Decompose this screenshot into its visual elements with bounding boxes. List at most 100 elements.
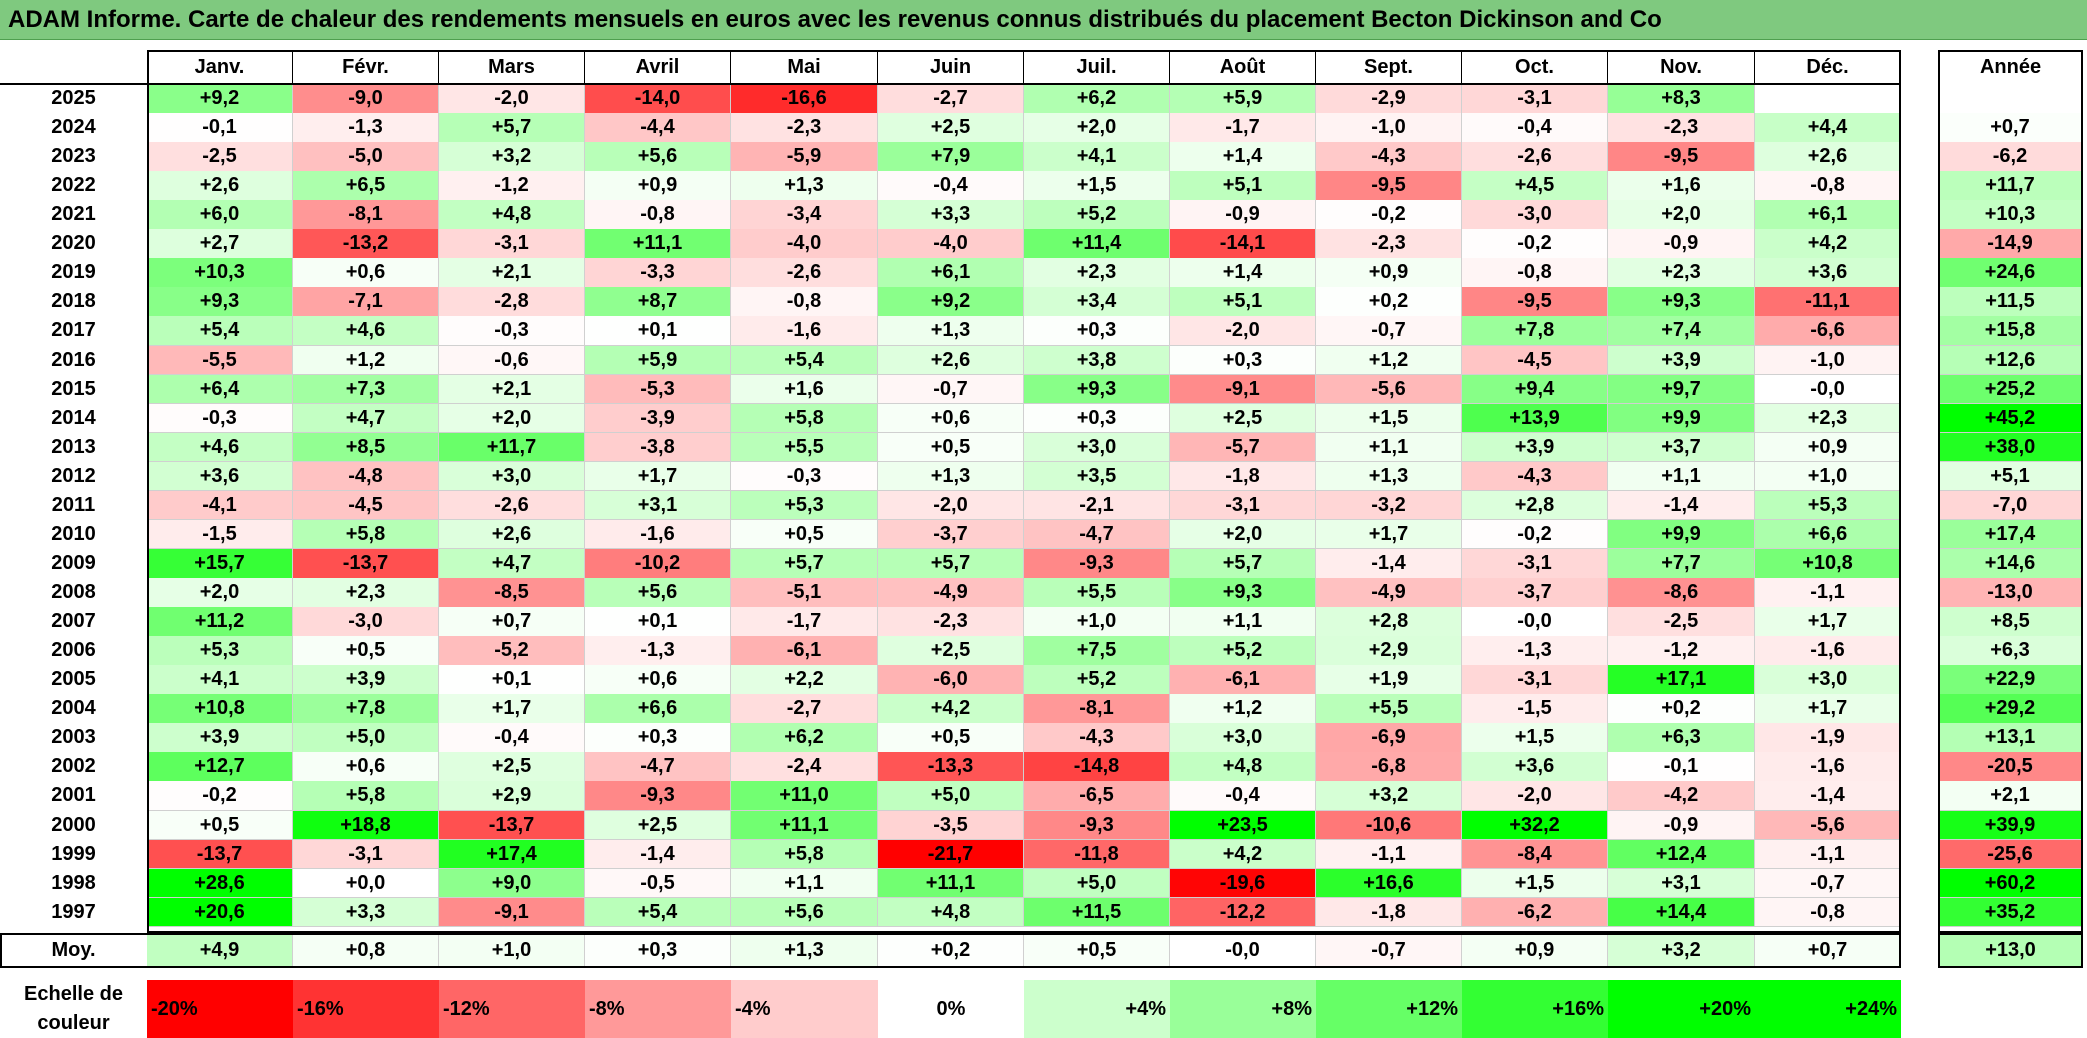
heatmap-cell: -2,6 (731, 258, 878, 288)
heatmap-cell: -13,2 (293, 229, 439, 259)
average-cell: -0,7 (1316, 933, 1462, 968)
year-label: 2019 (0, 258, 147, 288)
heatmap-cell: -3,9 (585, 403, 731, 434)
heatmap-cell: +1,1 (1170, 607, 1316, 637)
heatmap-cell: -0,9 (1608, 810, 1755, 841)
heatmap-cell: +7,7 (1608, 548, 1755, 579)
heatmap-cell: +0,1 (439, 665, 585, 695)
heatmap-cell: +1,1 (731, 868, 878, 899)
annual-cell: +13,1 (1938, 723, 2083, 753)
average-cell: +4,9 (147, 933, 293, 968)
heatmap-cell: -1,4 (1755, 781, 1901, 811)
heatmap-cell: -1,6 (731, 316, 878, 347)
heatmap-cell: -4,5 (1462, 345, 1608, 376)
heatmap-cell: +9,9 (1608, 403, 1755, 434)
heatmap-cell: +5,0 (878, 781, 1024, 811)
year-label: 2011 (0, 490, 147, 521)
heatmap-cell: +5,7 (878, 548, 1024, 579)
heatmap-cell: +5,7 (731, 548, 878, 579)
heatmap-cell: -0,2 (1462, 519, 1608, 550)
heatmap-cell: -0,4 (1170, 781, 1316, 811)
heatmap-cell: -1,0 (1755, 345, 1901, 376)
annual-cell: -20,5 (1938, 752, 2083, 782)
page-title: ADAM Informe. Carte de chaleur des rende… (0, 0, 2087, 40)
heatmap-cell: -14,8 (1024, 752, 1170, 782)
heatmap-cell: -4,7 (585, 752, 731, 782)
heatmap-cell: +5,2 (1170, 636, 1316, 666)
heatmap-cell: +4,8 (1170, 752, 1316, 782)
heatmap-cell: -0,8 (1755, 897, 1901, 928)
heatmap-cell: -9,3 (1024, 548, 1170, 579)
heatmap-cell: -2,3 (731, 113, 878, 143)
heatmap-cell: -4,3 (1462, 461, 1608, 492)
heatmap-cell: -8,4 (1462, 839, 1608, 870)
legend-title-line: Echelle de (24, 983, 123, 1005)
heatmap-cell: -10,2 (585, 548, 731, 579)
annual-cell: +22,9 (1938, 665, 2083, 695)
heatmap-cell: +4,1 (1024, 142, 1170, 172)
heatmap-cell: +4,5 (1462, 171, 1608, 201)
heatmap-cell: +3,1 (1608, 868, 1755, 899)
heatmap-cell: +1,5 (1316, 403, 1462, 434)
heatmap-cell: +5,0 (1024, 868, 1170, 899)
heatmap-cell: -0,7 (878, 374, 1024, 405)
heatmap-cell: +3,0 (439, 461, 585, 492)
heatmap-cell: +4,2 (878, 694, 1024, 724)
heatmap-cell: -5,6 (1316, 374, 1462, 405)
year-label: 2008 (0, 578, 147, 608)
heatmap-cell: -3,1 (1462, 665, 1608, 695)
month-header: Févr. (293, 50, 439, 84)
heatmap-cell: +1,3 (731, 171, 878, 201)
heatmap-cell: +0,5 (147, 810, 293, 841)
heatmap-cell: +8,5 (293, 432, 439, 463)
heatmap-cell: +11,4 (1024, 229, 1170, 259)
month-header: Nov. (1608, 50, 1755, 84)
heatmap-cell: -2,0 (1170, 316, 1316, 347)
heatmap-cell: +4,8 (878, 897, 1024, 928)
heatmap-cell: -1,8 (1170, 461, 1316, 492)
heatmap-cell: +5,3 (1755, 490, 1901, 521)
annual-cell: +8,5 (1938, 607, 2083, 637)
heatmap-cell: -6,1 (1170, 665, 1316, 695)
heatmap-cell: +2,6 (439, 519, 585, 550)
heatmap-cell: -1,1 (1755, 839, 1901, 870)
legend-swatch: +12% (1316, 980, 1462, 1038)
heatmap-cell: +3,2 (1316, 781, 1462, 811)
heatmap-cell: +7,9 (878, 142, 1024, 172)
legend-swatch: -8% (585, 980, 731, 1038)
heatmap-cell: +32,2 (1462, 810, 1608, 841)
month-header: Sept. (1316, 50, 1462, 84)
heatmap-cell: -1,6 (1755, 636, 1901, 666)
heatmap-cell: -2,3 (1316, 229, 1462, 259)
heatmap-cell: -21,7 (878, 839, 1024, 870)
heatmap-cell: +0,3 (1024, 403, 1170, 434)
heatmap-cell: -1,4 (1608, 490, 1755, 521)
annual-cell: +29,2 (1938, 694, 2083, 724)
heatmap-cell: -6,5 (1024, 781, 1170, 811)
heatmap-cell: -2,3 (878, 607, 1024, 637)
annual-cell: -25,6 (1938, 839, 2083, 870)
heatmap-cell: -1,6 (585, 519, 731, 550)
heatmap-cell: -2,3 (1608, 113, 1755, 143)
heatmap-cell: +11,0 (731, 781, 878, 811)
legend-swatch: 0% (878, 980, 1024, 1038)
heatmap-cell: +11,1 (585, 229, 731, 259)
year-label: 2004 (0, 694, 147, 724)
heatmap-cell: +17,1 (1608, 665, 1755, 695)
heatmap-cell: -3,8 (585, 432, 731, 463)
heatmap-cell: +5,2 (1024, 200, 1170, 230)
month-header: Janv. (147, 50, 293, 84)
heatmap-cell: +9,3 (147, 287, 293, 317)
heatmap-cell: -2,7 (731, 694, 878, 724)
heatmap-cell: +6,4 (147, 374, 293, 405)
heatmap-cell: +11,5 (1024, 897, 1170, 928)
heatmap-cell: -13,7 (293, 548, 439, 579)
month-header: Déc. (1755, 50, 1901, 84)
heatmap-cell: +1,3 (1316, 461, 1462, 492)
month-header: Juin (878, 50, 1024, 84)
annual-cell: +2,1 (1938, 781, 2083, 811)
year-label: 2018 (0, 287, 147, 317)
annual-cell: +0,7 (1938, 113, 2083, 143)
heatmap-cell: +11,2 (147, 607, 293, 637)
heatmap-cell: -2,1 (1024, 490, 1170, 521)
